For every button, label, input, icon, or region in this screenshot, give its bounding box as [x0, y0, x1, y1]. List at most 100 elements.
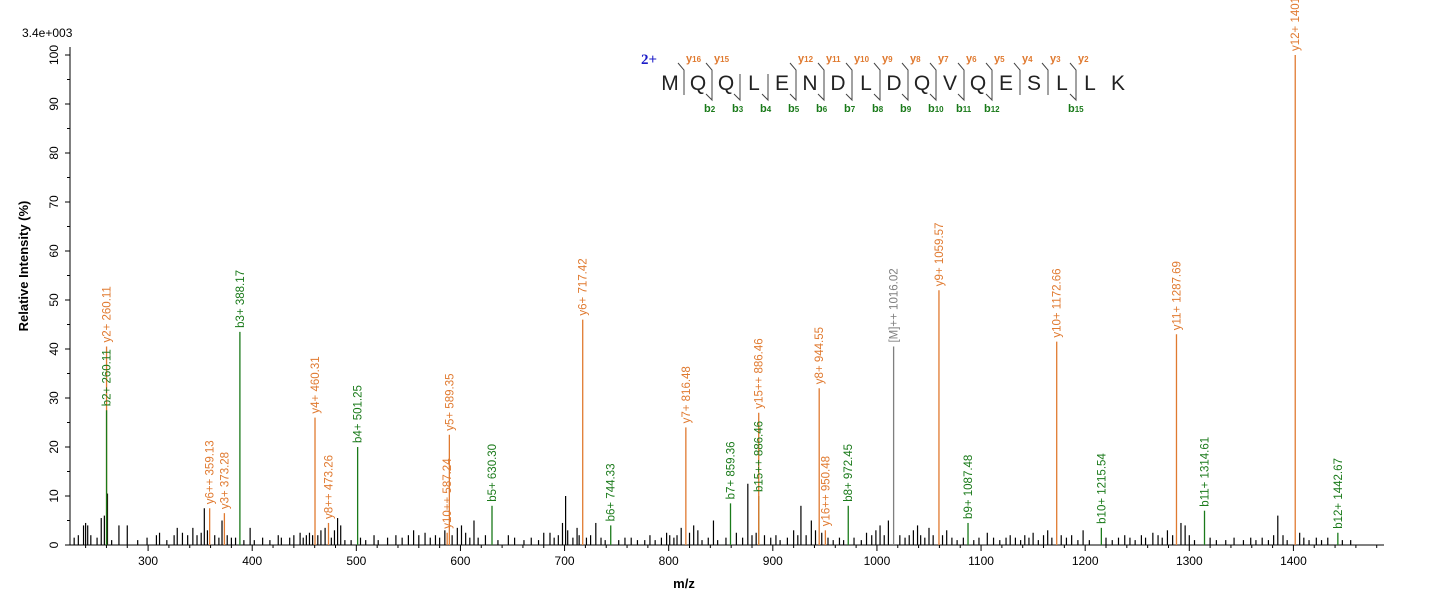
y-ion-bracket [1013, 62, 1021, 95]
peak-label: b8+ 972.45 [843, 444, 855, 502]
b-ion-index: b9 [900, 103, 912, 115]
b-ion-index: b4 [760, 103, 772, 115]
b-ion-index: b10 [928, 103, 944, 115]
peak-label: b5+ 630.30 [487, 444, 499, 502]
b-ion-index: b15 [1068, 103, 1084, 115]
peak-label: y10++ 587.24 [442, 458, 454, 529]
sequence-residue: N [802, 72, 817, 95]
peak-label: y3+ 373.28 [219, 452, 231, 509]
peak-label: [M]++ 1016.02 [889, 268, 901, 342]
y-ion-bracket [817, 62, 825, 95]
y-tick-label: 50 [47, 293, 61, 307]
b-ion-bracket [845, 74, 853, 102]
y-ion-index: y2 [1078, 53, 1089, 65]
x-axis-label: m/z [673, 576, 695, 591]
sequence-residue: L [1056, 72, 1068, 95]
x-tick-label: 600 [450, 554, 470, 568]
y-ion-bracket [677, 62, 685, 95]
y-ion-bracket [1041, 62, 1049, 95]
x-tick-label: 900 [763, 554, 783, 568]
b-ion-bracket [761, 74, 769, 102]
peak-label: b6+ 744.33 [606, 464, 618, 522]
peak-label: y6+ 717.42 [578, 258, 590, 315]
axes: 0 10 20 30 40 50 60 70 80 90 100 300 400 500 600 700 800… [47, 45, 1384, 568]
y-ion-bracket [845, 62, 853, 95]
b-ion-bracket [873, 74, 881, 102]
x-tick-label: 300 [138, 554, 158, 568]
precursor-charge-label: 2+ [641, 52, 657, 68]
peak-label: y5+ 589.35 [444, 374, 456, 431]
y-ion-index: y8 [910, 53, 921, 65]
y-ion-bracket [1069, 62, 1077, 95]
y-ion-index: y4 [1022, 53, 1033, 65]
sequence-residue: E [999, 72, 1013, 95]
b-ion-index: b2 [704, 103, 716, 115]
y-tick-label: 100 [47, 45, 61, 65]
peak-label: y12+ 1401.74 [1290, 0, 1302, 51]
sequence-residue: L [748, 72, 760, 95]
y-tick-label: 20 [47, 440, 61, 454]
peak-label: y4+ 460.31 [310, 356, 322, 413]
peak-label: y8++ 473.26 [323, 455, 335, 519]
b-ion-bracket [985, 74, 993, 102]
peak-label: b7+ 859.36 [725, 441, 737, 499]
y-ion-bracket [705, 62, 713, 95]
sequence-residue: V [943, 72, 957, 95]
peak-label: y8+ 944.55 [814, 327, 826, 384]
y-tick-label: 10 [47, 489, 61, 503]
y-ion-bracket [929, 62, 937, 95]
b-ion-index: b11 [956, 103, 972, 115]
x-tick-label: 400 [242, 554, 262, 568]
y-ion-bracket [873, 62, 881, 95]
x-tick-label: 1300 [1176, 554, 1203, 568]
y-ion-index: y5 [994, 53, 1005, 65]
b-ion-index: b12 [984, 103, 1000, 115]
sequence-residue: L [860, 72, 872, 95]
b-ion-index: b7 [844, 103, 856, 115]
y-ion-index: y11 [826, 53, 841, 65]
x-tick-label: 1400 [1280, 554, 1307, 568]
b-ion-bracket [929, 74, 937, 102]
b-ion-index: b3 [732, 103, 744, 115]
b-ion-index: b6 [816, 103, 828, 115]
sequence-residue: K [1111, 72, 1125, 95]
y-ion-index: y10 [854, 53, 870, 65]
sequence-residue: S [1027, 72, 1041, 95]
y-ion-index: y3 [1050, 53, 1061, 65]
y-tick-label: 90 [47, 97, 61, 111]
x-tick-label: 500 [346, 554, 366, 568]
y-ion-bracket [901, 62, 909, 95]
sequence-residue: D [830, 72, 845, 95]
y-tick-label: 60 [47, 244, 61, 258]
peak-label: y7+ 816.48 [681, 366, 693, 423]
peak-label: b10+ 1215.54 [1096, 453, 1108, 524]
peak-label: b4+ 501.25 [353, 385, 365, 443]
sequence-residue: Q [914, 72, 930, 95]
y-ion-bracket [985, 62, 993, 95]
b-ion-bracket [957, 74, 965, 102]
y-ion-index: y7 [938, 53, 949, 65]
sequence-residue: E [775, 72, 789, 95]
intensity-scale-label: 3.4e+003 [22, 26, 73, 40]
peak-label: b11+ 1314.61 [1200, 437, 1212, 507]
y-axis-label: Relative Intensity (%) [16, 201, 31, 332]
sequence-residue: L [1084, 72, 1096, 95]
peak-label: y16++ 950.48 [820, 456, 832, 526]
unlabeled-peaks [73, 483, 1352, 545]
b-ion-bracket [817, 74, 825, 102]
y-ion-index: y12 [798, 53, 814, 65]
sequence-residue: Q [970, 72, 986, 95]
peak-label: b2+ 260.11 [102, 349, 114, 406]
sequence-residue: M [661, 72, 679, 95]
y-tick-label: 80 [47, 146, 61, 160]
x-tick-label: 800 [659, 554, 679, 568]
b-ion-bracket [733, 74, 741, 102]
x-tick-label: 1000 [864, 554, 891, 568]
b-ion-bracket [901, 74, 909, 102]
x-tick-label: 1100 [968, 554, 994, 568]
b-ion-index: b5 [788, 103, 800, 115]
b-ion-bracket [789, 74, 797, 102]
peak-label: y9+ 1059.57 [934, 223, 946, 287]
y-tick-label: 30 [47, 391, 61, 405]
